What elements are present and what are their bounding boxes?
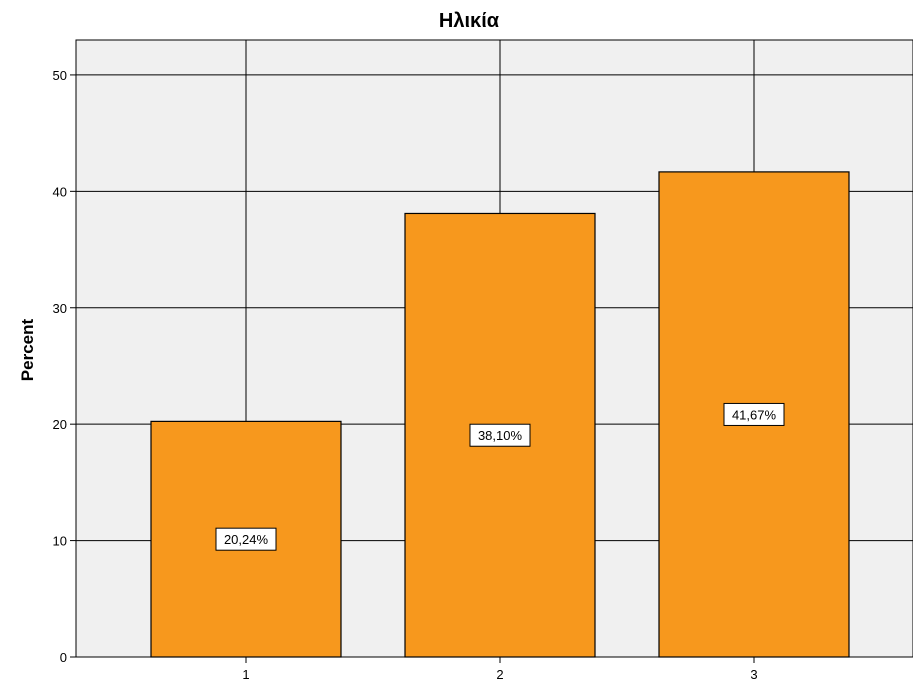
y-tick-label: 10 xyxy=(53,534,67,549)
x-tick-label: 2 xyxy=(496,667,503,682)
y-axis-label: Percent xyxy=(18,318,37,381)
data-label: 20,24% xyxy=(224,532,269,547)
x-tick-label: 3 xyxy=(750,667,757,682)
data-label-box xyxy=(723,402,785,426)
data-label: 38,10% xyxy=(478,428,523,443)
x-tick-label: 1 xyxy=(242,667,249,682)
y-tick-label: 0 xyxy=(60,650,67,665)
data-label-box xyxy=(469,423,531,447)
data-label: 41,67% xyxy=(732,407,777,422)
y-tick-label: 30 xyxy=(53,301,67,316)
y-tick-label: 40 xyxy=(53,184,67,199)
axes: 0 10 20 30 40 50 1 2 3 xyxy=(53,39,913,682)
data-label-box xyxy=(215,527,277,551)
plot-border xyxy=(75,39,913,658)
data-labels: 20,24% 38,10% 41,67% xyxy=(215,402,785,551)
chart-title: Ηλικία xyxy=(439,10,500,32)
y-tick-label: 50 xyxy=(53,68,67,83)
y-tick-label: 20 xyxy=(53,417,67,432)
